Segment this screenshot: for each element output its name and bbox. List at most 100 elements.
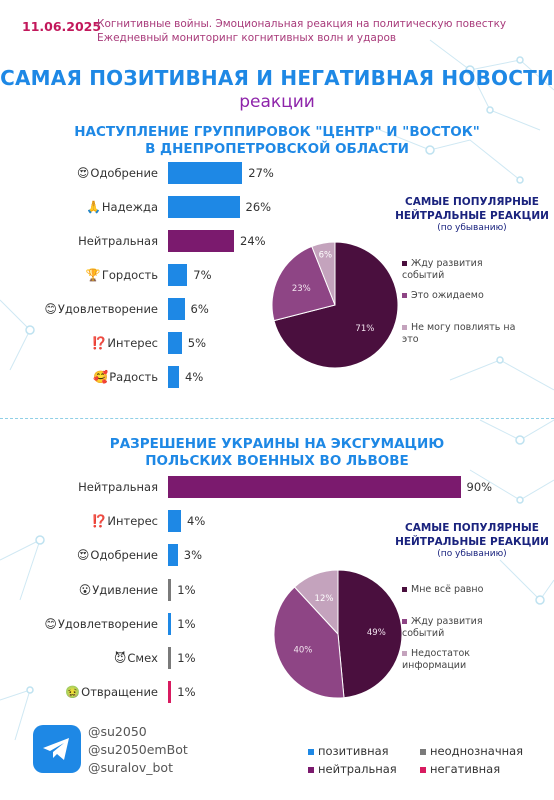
pie-legend-label: Жду развития событий [402, 616, 483, 640]
bar [168, 647, 172, 669]
bar [168, 298, 185, 320]
bar-label: ⁉️Интерес [0, 336, 158, 350]
legend-neutral-swatch [308, 766, 314, 773]
report-subtitle: Когнитивные войны. Эмоциональная реакция… [97, 17, 547, 45]
bar-category-text: Надежда [101, 200, 158, 214]
legend-swatch [402, 261, 407, 266]
pie-legend-label: Это ожидаемо [411, 290, 484, 301]
bar-value-label: 1% [177, 616, 196, 631]
section2-title: РАЗРЕШЕНИЕ УКРАИНЫ НА ЭКСГУМАЦИЮ ПОЛЬСКИ… [0, 436, 554, 470]
bar-label: 🥰Радость [0, 370, 158, 384]
pie-slice [293, 569, 339, 636]
pie-legend-item: Недостаток информации [402, 648, 522, 673]
bar-category-text: Удивление [92, 582, 158, 597]
bar-label: 😊Удовлетворение [0, 302, 158, 316]
pie-slice [271, 245, 336, 322]
bar-category-text: Смех [127, 651, 158, 665]
bar-category-text: Удовлетворение [57, 616, 158, 631]
pie-slice [337, 569, 403, 699]
bar [168, 264, 188, 286]
bar [168, 476, 461, 498]
legend-swatch [402, 651, 407, 656]
legend-ambiguous: неоднозначная [420, 744, 523, 758]
pie-legend-label: Жду развития событий [402, 258, 483, 282]
pie-slice-label: 12% [315, 594, 334, 604]
bar-label: 🤢Отвращение [0, 685, 158, 699]
bar [168, 162, 243, 184]
pie-legend-label: Мне всё равно [411, 584, 484, 595]
bar-category-text: Интерес [107, 336, 158, 350]
legend-ambiguous-label: неоднозначная [430, 744, 524, 758]
pie1-title-sub: (по убыванию) [437, 223, 507, 234]
bar-label: 🏆Гордость [0, 268, 158, 282]
pie-legend-label: Не могу повлиять на это [402, 322, 516, 346]
pie2-title-line2: НЕЙТРАЛЬНЫЕ РЕАКЦИИ [395, 535, 549, 548]
bar-category-text: Радость [109, 370, 158, 384]
page-title-secondary: реакции [239, 92, 315, 112]
report-date: 11.06.2025 [22, 19, 102, 34]
bar-label: 😍Одобрение [0, 548, 158, 562]
pie-slice-label: 71% [355, 324, 374, 334]
pie2-title-sub: (по убыванию) [437, 549, 507, 560]
legend-swatch [402, 619, 407, 624]
bar-value-label: 90% [466, 480, 493, 494]
pie2-title-line1: САМЫЕ ПОПУЛЯРНЫЕ [405, 522, 539, 534]
pie-slice-label: 6% [319, 250, 333, 260]
section1-pie-chart: 71% 23% 6% [271, 241, 399, 369]
legend-swatch [402, 293, 407, 298]
social-link-2[interactable]: @su2050emBot [88, 742, 188, 757]
reaction-emoji-icon: 😍 [76, 166, 90, 180]
bar-value-label: 1% [177, 651, 196, 665]
social-link-3[interactable]: @suralov_bot [88, 760, 173, 775]
bar-category-text: Отвращение [81, 685, 158, 700]
bar [168, 681, 172, 704]
pie-legend-item: Мне всё равно [402, 584, 522, 596]
legend-ambiguous-swatch [420, 748, 426, 755]
bar-label: 😍Одобрение [0, 166, 158, 180]
section1-pie-title: САМЫЕ ПОПУЛЯРНЫЕ НЕЙТРАЛЬНЫЕ РЕАКЦИИ (по… [382, 196, 554, 235]
bar-label: 😈Смех [0, 651, 158, 665]
bar-label: ⁉️Интерес [0, 514, 158, 528]
bar [168, 612, 172, 635]
legend-swatch [402, 325, 407, 330]
reaction-emoji-icon: 🥰 [93, 370, 109, 384]
pie-legend-label: Недостаток информации [402, 648, 471, 672]
bar-category-text: Нейтральная [78, 234, 158, 248]
pie-slice-label: 23% [292, 284, 311, 294]
reaction-emoji-icon: 😮 [78, 582, 92, 597]
telegram-icon[interactable] [33, 725, 81, 773]
report-subtitle-line2: Ежедневный мониторинг когнитивных волн и… [97, 32, 397, 45]
legend-negative: негативная [420, 762, 500, 776]
legend-neutral: нейтральная [308, 762, 397, 776]
bar-label: Нейтральная [0, 480, 158, 494]
pie-legend-item: Это ожидаемо [402, 290, 522, 302]
pie-legend-item: Жду развития событий [402, 258, 522, 283]
section1-pie-legend: Жду развития событий Это ожидаемо Не могу … [402, 258, 542, 358]
bar-value-label: 6% [190, 302, 209, 316]
legend-positive: позитивная [308, 744, 389, 758]
bar-value-label: 1% [177, 582, 196, 597]
reaction-emoji-icon: 🙏 [85, 200, 101, 214]
reaction-emoji-icon: ⁉️ [91, 514, 107, 529]
bar-value-label: 24% [240, 234, 266, 248]
pie-slice [311, 241, 336, 306]
bar-value-label: 7% [193, 268, 212, 282]
social-link-1[interactable]: @su2050 [88, 724, 147, 739]
bar [168, 366, 179, 388]
pie-legend-item: Жду развития событий [402, 616, 522, 641]
section2-pie-title: САМЫЕ ПОПУЛЯРНЫЕ НЕЙТРАЛЬНЫЕ РЕАКЦИИ (по… [382, 522, 554, 561]
bar-value-label: 5% [187, 336, 206, 350]
telegram-plane-icon [43, 738, 69, 760]
section2-pie-legend: Мне всё равно Жду развития событий Недоста… [402, 584, 542, 694]
bar-label: 🙏Надежда [0, 200, 158, 214]
pie-slice-label: 49% [367, 628, 386, 638]
bar-category-text: Нейтральная [78, 480, 158, 494]
bar-label: Нейтральная [0, 234, 158, 248]
bar-category-text: Одобрение [90, 548, 158, 563]
bar-value-label: 3% [183, 548, 202, 563]
pie1-title-line2: НЕЙТРАЛЬНЫЕ РЕАКЦИИ [395, 209, 549, 222]
section2-bar-chart: Нейтральная 90% ⁉️Интерес 4% 😍Одобрение 3% 😮Уд… [0, 474, 554, 714]
pie-slice-label: 40% [293, 646, 312, 656]
reaction-emoji-icon: 🤢 [65, 685, 81, 700]
